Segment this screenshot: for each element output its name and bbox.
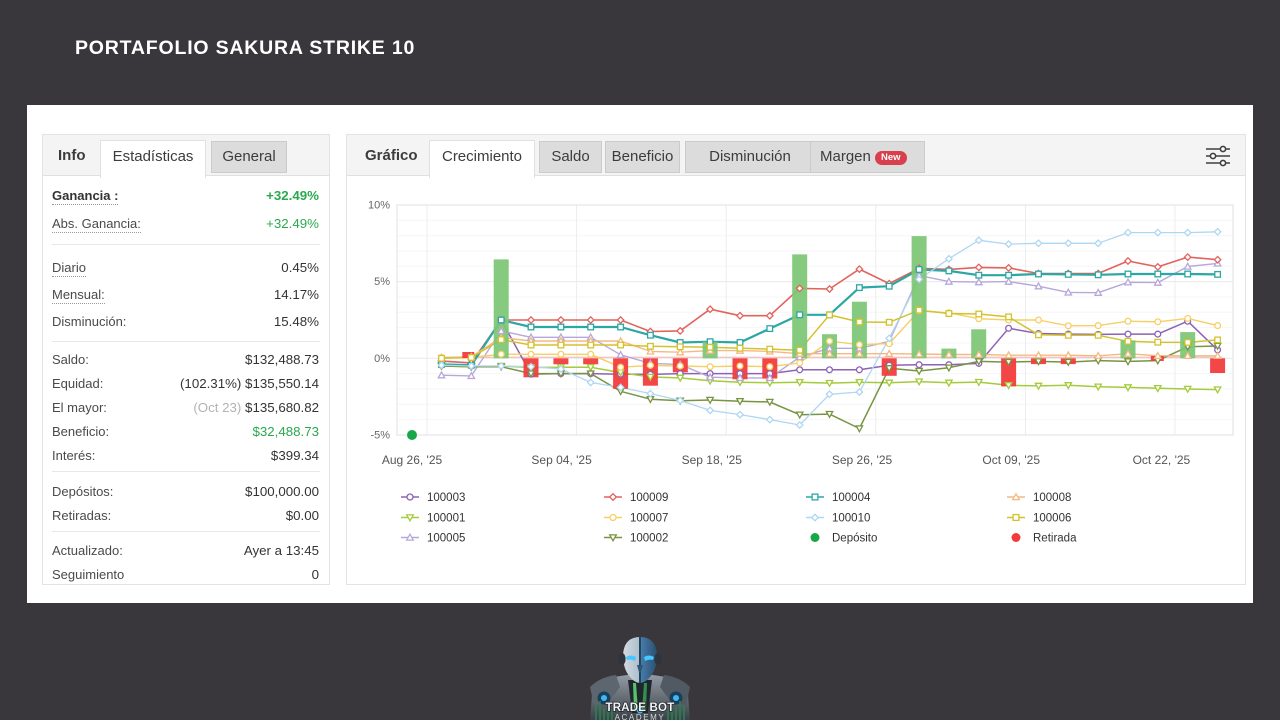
svg-text:Oct 09, '25: Oct 09, '25	[982, 453, 1040, 467]
svg-text:100003: 100003	[427, 492, 465, 504]
svg-text:Retirada: Retirada	[1033, 533, 1077, 545]
svg-text:Sep 26, '25: Sep 26, '25	[832, 453, 893, 467]
svg-text:Oct 22, '25: Oct 22, '25	[1133, 453, 1191, 467]
svg-text:TRADE BOT: TRADE BOT	[606, 702, 675, 714]
svg-text:100004: 100004	[832, 492, 871, 504]
svg-text:Depósito: Depósito	[832, 533, 877, 545]
svg-text:100008: 100008	[1033, 492, 1071, 504]
svg-text:Sep 04, '25: Sep 04, '25	[531, 453, 592, 467]
svg-text:100005: 100005	[427, 533, 465, 545]
svg-text:0%: 0%	[374, 353, 390, 365]
svg-text:Sep 18, '25: Sep 18, '25	[682, 453, 743, 467]
svg-text:100007: 100007	[630, 513, 668, 525]
svg-text:10%: 10%	[368, 200, 390, 212]
svg-text:100010: 100010	[832, 513, 870, 525]
svg-text:100001: 100001	[427, 513, 465, 525]
svg-text:-5%: -5%	[370, 430, 390, 442]
svg-text:100002: 100002	[630, 533, 668, 545]
svg-text:100009: 100009	[630, 492, 668, 504]
svg-text:100006: 100006	[1033, 513, 1071, 525]
svg-text:Aug 26, '25: Aug 26, '25	[382, 453, 443, 467]
svg-text:5%: 5%	[374, 276, 390, 288]
svg-text:ACADEMY: ACADEMY	[615, 713, 666, 720]
